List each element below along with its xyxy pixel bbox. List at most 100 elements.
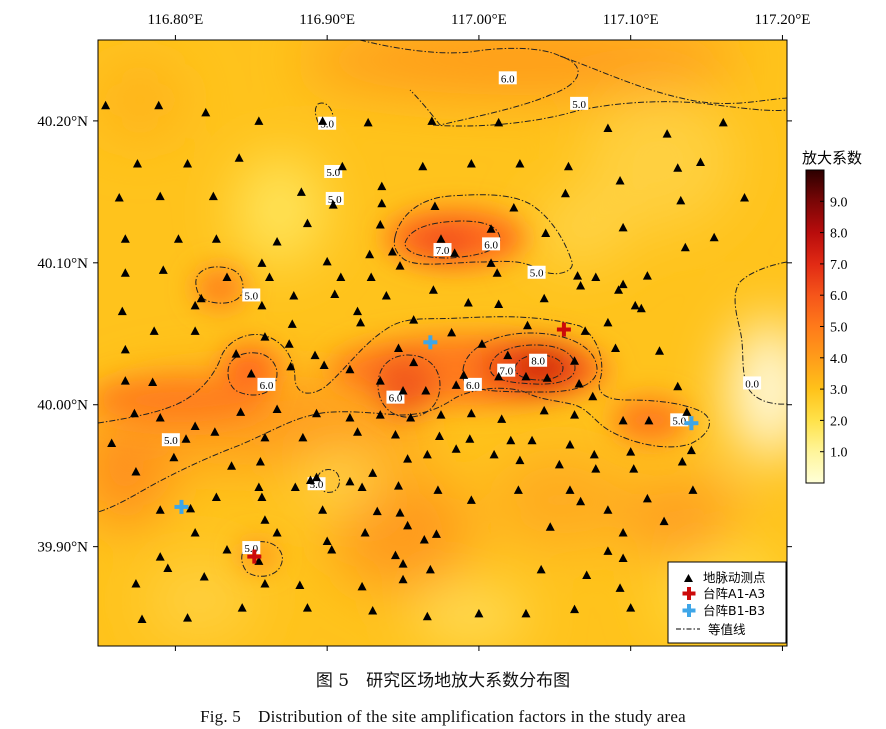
station-marker	[642, 493, 652, 503]
station-marker	[117, 306, 127, 316]
station-marker	[492, 268, 502, 277]
station-marker	[563, 161, 573, 171]
station-marker	[541, 228, 551, 238]
field-blobs-hot	[98, 210, 688, 569]
legend-label-array-a: 台阵A1-A3	[703, 586, 765, 601]
contour-label: 0.0	[743, 376, 762, 390]
contour-label: 5.0	[325, 191, 344, 206]
contour-label: 6.0	[386, 390, 405, 405]
station-marker	[560, 188, 570, 198]
stations-layer	[101, 100, 750, 624]
station-marker	[120, 344, 130, 354]
svg-text:6.0: 6.0	[466, 380, 480, 392]
station-marker	[466, 408, 476, 418]
station-marker	[257, 300, 267, 310]
station-marker	[433, 485, 443, 494]
station-marker	[345, 413, 355, 422]
station-marker	[459, 370, 469, 379]
station-marker	[576, 281, 586, 290]
station-marker	[337, 161, 347, 171]
colorbar-tick-label: 3.0	[830, 383, 848, 398]
station-marker	[718, 117, 728, 127]
station-marker	[398, 386, 408, 395]
svg-text:5.0: 5.0	[572, 99, 586, 111]
contour-line	[98, 316, 710, 513]
station-marker	[542, 373, 552, 382]
station-marker	[132, 158, 142, 168]
array-b-marker	[174, 499, 189, 514]
station-marker	[257, 492, 267, 501]
station-marker	[576, 496, 586, 506]
station-marker	[290, 482, 300, 492]
station-marker	[183, 613, 193, 622]
legend-station-symbol	[684, 574, 693, 582]
station-marker	[264, 272, 274, 282]
station-marker	[310, 350, 320, 360]
contour-labels: 6.0 5.0 5.0 5.0 5.0 7.0 6.0 5.0 5.0 8.0 7.0 6.0 6.0 6…	[161, 71, 762, 555]
station-marker	[574, 378, 584, 388]
station-marker	[655, 346, 665, 355]
station-marker	[353, 427, 363, 436]
station-marker	[163, 563, 173, 572]
station-marker	[272, 404, 282, 413]
station-marker	[330, 289, 340, 299]
station-marker	[154, 100, 164, 110]
station-marker	[345, 364, 355, 374]
station-marker	[345, 476, 355, 486]
station-marker	[211, 234, 221, 243]
contour-label: 8.0	[529, 353, 548, 368]
svg-text:7.0: 7.0	[499, 366, 513, 378]
station-marker	[425, 564, 435, 574]
station-marker	[319, 360, 329, 369]
station-marker	[260, 579, 270, 588]
station-marker	[659, 516, 669, 526]
svg-text:5.0: 5.0	[530, 268, 544, 280]
colorbar-tick-label: 1.0	[830, 446, 848, 461]
colorbar-tick-label: 6.0	[830, 289, 848, 304]
station-marker	[618, 415, 628, 425]
station-marker	[322, 536, 332, 545]
svg-text:8.0: 8.0	[531, 356, 545, 368]
station-marker	[673, 163, 683, 172]
station-marker	[398, 574, 408, 584]
station-marker	[190, 421, 200, 431]
station-marker	[236, 407, 246, 416]
contour-label: 6.0	[257, 377, 276, 392]
station-marker	[222, 544, 232, 554]
station-marker	[296, 187, 306, 196]
station-marker	[254, 482, 264, 492]
station-marker	[120, 234, 130, 243]
station-marker	[629, 464, 639, 473]
station-marker	[158, 265, 168, 274]
station-marker	[131, 466, 141, 476]
y-tick-label: 40.10°N	[37, 256, 88, 272]
svg-text:6.0: 6.0	[260, 380, 274, 392]
svg-text:5.0: 5.0	[328, 194, 342, 206]
station-marker	[406, 413, 416, 422]
caption-chinese: 图 5 研究区场地放大系数分布图	[315, 671, 571, 691]
contour-label: 5.0	[570, 96, 589, 111]
station-marker	[246, 369, 256, 378]
contour-label: 7.0	[433, 243, 452, 257]
x-tick-label: 116.90°E	[299, 12, 355, 28]
station-marker	[618, 527, 628, 537]
station-marker	[368, 606, 378, 615]
station-marker	[318, 116, 328, 125]
station-marker	[375, 219, 385, 229]
station-marker	[289, 290, 299, 300]
station-marker	[312, 472, 322, 482]
station-marker	[497, 414, 507, 423]
station-marker	[545, 522, 555, 531]
station-marker	[155, 413, 165, 422]
station-marker	[630, 300, 640, 310]
svg-text:5.0: 5.0	[672, 415, 686, 427]
x-tick-label: 117.10°E	[603, 12, 659, 28]
contour-label: 5.0	[527, 265, 546, 280]
station-marker	[422, 449, 432, 459]
station-marker	[527, 435, 537, 445]
station-marker	[375, 410, 385, 419]
array-a-marker	[556, 322, 571, 337]
station-marker	[169, 452, 179, 462]
station-marker	[615, 583, 625, 592]
